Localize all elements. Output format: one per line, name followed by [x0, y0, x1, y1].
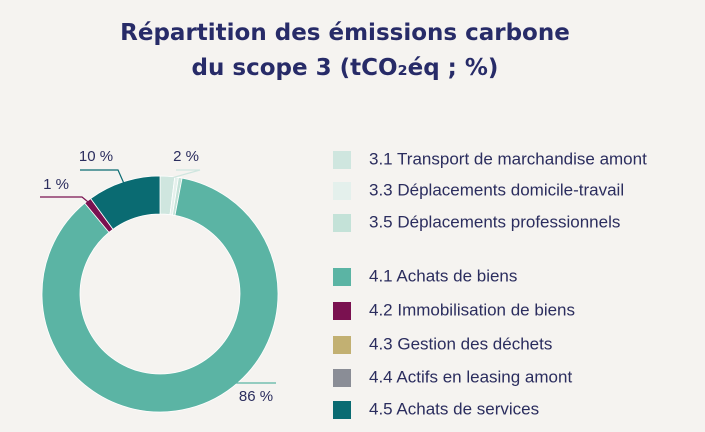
leader-line	[40, 196, 90, 204]
legend-label: 4.1 Achats de biens	[369, 266, 517, 285]
legend-label: 3.1 Transport de marchandise amont	[369, 149, 647, 168]
legend-label: 4.4 Actifs en leasing amont	[369, 367, 572, 386]
legend-swatch	[333, 151, 351, 169]
legend-swatch	[333, 268, 351, 286]
legend-swatch	[333, 369, 351, 387]
value-label: 1 %	[43, 176, 69, 193]
donut-slice	[90, 175, 161, 230]
legend-swatch	[333, 336, 351, 354]
legend-label: 4.2 Immobilisation de biens	[369, 300, 575, 319]
legend-label: 4.5 Achats de services	[369, 399, 539, 418]
chart-title: Répartition des émissions carbone	[120, 20, 570, 46]
donut-slice	[41, 177, 279, 413]
leader-line	[167, 169, 201, 180]
legend-swatch	[333, 214, 351, 232]
legend-label: 3.5 Déplacements professionnels	[369, 212, 620, 231]
legend-label: 4.3 Gestion des déchets	[369, 334, 552, 353]
value-label: 86 %	[239, 388, 273, 405]
value-label: 10 %	[79, 148, 113, 165]
legend-swatch	[333, 302, 351, 320]
legend-label: 3.3 Déplacements domicile-travail	[369, 180, 624, 199]
leader-line	[80, 169, 126, 185]
legend-swatch	[333, 182, 351, 200]
legend-swatch	[333, 401, 351, 419]
value-label: 2 %	[173, 148, 199, 165]
chart-title: du scope 3 (tCO₂éq ; %)	[192, 55, 499, 81]
